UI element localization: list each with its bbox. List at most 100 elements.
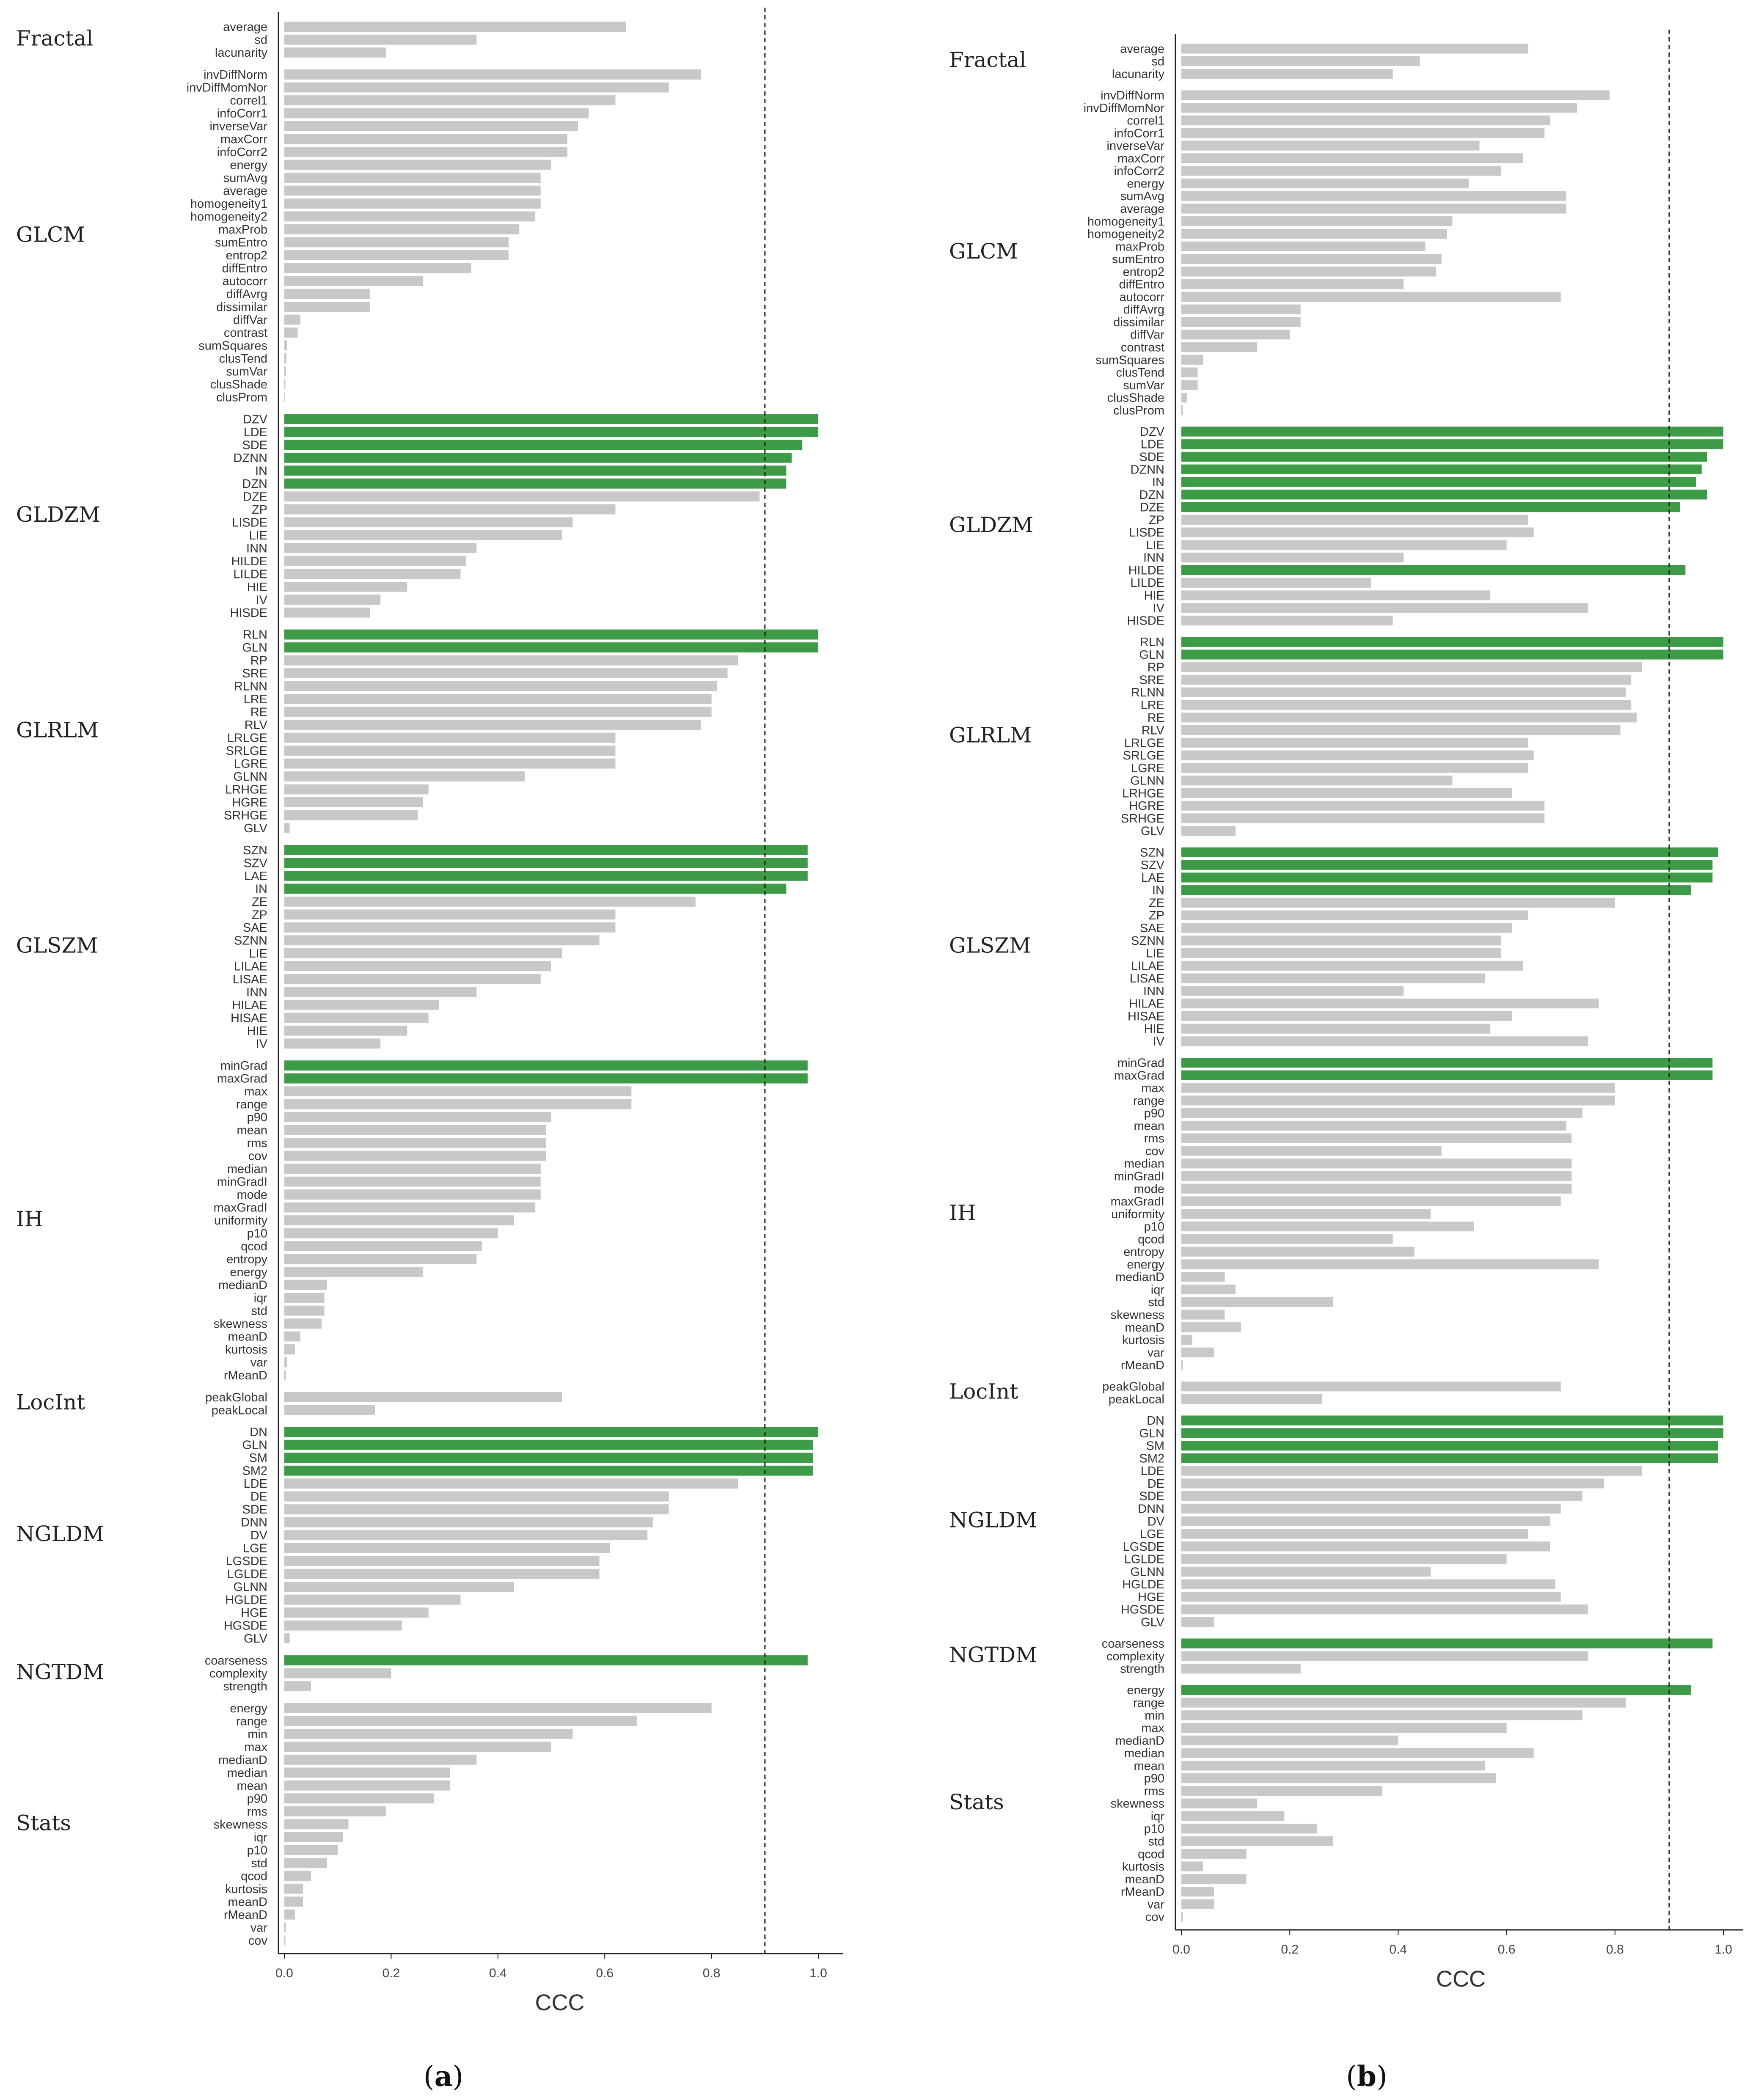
bar-stats-min (1181, 1710, 1582, 1720)
feature-label: sumVar (1123, 379, 1164, 392)
feature-label: LGLDE (1124, 1553, 1164, 1566)
feature-label: LILAE (234, 960, 267, 973)
feature-label: DNN (241, 1516, 267, 1530)
feature-label: diffAvrg (1123, 303, 1164, 316)
bar-glcm-homogeneity1 (284, 198, 541, 209)
feature-label: INN (246, 542, 267, 555)
feature-label: skewness (1111, 1797, 1164, 1811)
feature-label: meanD (1125, 1873, 1165, 1886)
bar-ih-maxgradi (1181, 1196, 1561, 1206)
feature-label: GLNN (1130, 1565, 1164, 1579)
feature-label: clusTend (1116, 366, 1164, 380)
bar-ih-kurtosis (284, 1344, 295, 1354)
bar-stats-mediand (1181, 1735, 1398, 1745)
feature-label: cov (248, 1934, 268, 1948)
feature-label: var (1148, 1898, 1165, 1911)
feature-label: HIE (1144, 589, 1164, 603)
feature-label: ZP (252, 908, 267, 922)
feature-label: GLNN (1130, 774, 1164, 788)
feature-label: p90 (1144, 1772, 1164, 1786)
bar-glszm-ze (1181, 897, 1615, 908)
bar-ih-iqr (284, 1293, 325, 1303)
x-tick-label: 0.6 (1498, 1943, 1516, 1957)
feature-label: average (1120, 42, 1164, 56)
bar-ih-mingrad (284, 1060, 808, 1071)
bar-ih-rmeand (1181, 1360, 1183, 1370)
feature-label: LISDE (232, 516, 267, 529)
feature-label: HILAE (1129, 997, 1164, 1011)
bar-glszm-szn (284, 845, 808, 855)
bar-glrlm-rlv (284, 720, 701, 730)
feature-label: autocorr (1120, 290, 1165, 304)
bar-stats-energy (284, 1703, 712, 1713)
feature-label: SDE (242, 438, 267, 452)
feature-label: RLV (245, 718, 268, 732)
bar-glrlm-srlge (1181, 750, 1534, 760)
feature-label: std (251, 1857, 267, 1870)
bar-glrlm-hgre (1181, 801, 1545, 811)
bar-glszm-hilae (1181, 999, 1599, 1009)
bar-ih-rms (1181, 1133, 1572, 1143)
feature-label: IV (1153, 602, 1165, 615)
feature-label: HIE (247, 1024, 267, 1038)
bar-ngldm-sm (284, 1453, 813, 1463)
feature-label: lacunarity (1112, 67, 1165, 81)
bar-stats-cov (1181, 1912, 1183, 1922)
feature-label: maxCorr (1117, 152, 1165, 165)
bar-gldzm-lde (1181, 439, 1723, 449)
bar-glcm-infocorr2 (1181, 166, 1501, 176)
feature-label: LAE (244, 870, 267, 883)
bar-ngtdm-complexity (1181, 1651, 1588, 1661)
feature-label: contrast (1121, 341, 1164, 354)
bar-ih-cov (284, 1150, 546, 1161)
feature-label: invDiffMomNor (187, 81, 268, 95)
feature-label: SRHGE (1121, 812, 1164, 826)
bar-ngldm-lglde (284, 1569, 600, 1579)
bar-glcm-sumsquares (284, 340, 287, 351)
bar-glrlm-lrlge (284, 732, 616, 743)
feature-label: sumVar (226, 365, 267, 378)
feature-label: IN (255, 464, 267, 478)
feature-label: HILDE (1128, 564, 1164, 577)
bar-glcm-maxprob (284, 224, 520, 234)
feature-label: rMeanD (1121, 1885, 1164, 1899)
bar-ih-energy (1181, 1259, 1599, 1269)
feature-label: medianD (1115, 1271, 1164, 1284)
feature-label: rMeanD (224, 1369, 267, 1382)
feature-label: LAE (1141, 871, 1164, 885)
group-label-ngldm: NGLDM (949, 1508, 1037, 1532)
bar-glcm-homogeneity2 (1181, 228, 1447, 239)
feature-label: GLNN (233, 770, 267, 784)
feature-label: diffEntro (222, 262, 267, 275)
feature-label: strength (223, 1680, 267, 1693)
bar-stats-cov (284, 1935, 286, 1946)
bar-glcm-invdiffnorm (1181, 90, 1610, 100)
feature-label: std (251, 1304, 267, 1318)
bar-glrlm-rlnn (1181, 687, 1626, 697)
bar-glcm-infocorr2 (284, 147, 567, 157)
feature-label: meanD (228, 1895, 268, 1909)
x-tick-label: 0.4 (489, 1966, 507, 1980)
bar-ngldm-glv (1181, 1617, 1214, 1627)
bar-glszm-hisae (1181, 1011, 1512, 1021)
bar-ih-cov (1181, 1146, 1442, 1156)
bar-glcm-sumentro (284, 237, 509, 248)
feature-label: clusShade (210, 378, 267, 391)
feature-label: SM (1146, 1439, 1165, 1453)
bar-locint-peakglobal (1181, 1381, 1561, 1392)
feature-label: range (236, 1714, 267, 1728)
feature-label: std (1148, 1835, 1164, 1848)
bar-ih-p90 (284, 1112, 551, 1123)
feature-label: SRE (242, 667, 267, 680)
feature-label: kurtosis (1122, 1860, 1164, 1874)
feature-label: HGSDE (224, 1619, 267, 1633)
feature-label: minGrad (220, 1059, 267, 1073)
feature-label: SRHGE (224, 809, 267, 823)
feature-label: average (223, 184, 267, 198)
bar-gldzm-dze (1181, 502, 1680, 512)
feature-label: GLN (1139, 648, 1164, 662)
feature-label: LRE (1141, 699, 1164, 712)
feature-label: diffAvrg (226, 288, 267, 301)
bar-glcm-sumavg (284, 173, 541, 183)
bar-ngtdm-strength (1181, 1663, 1301, 1674)
